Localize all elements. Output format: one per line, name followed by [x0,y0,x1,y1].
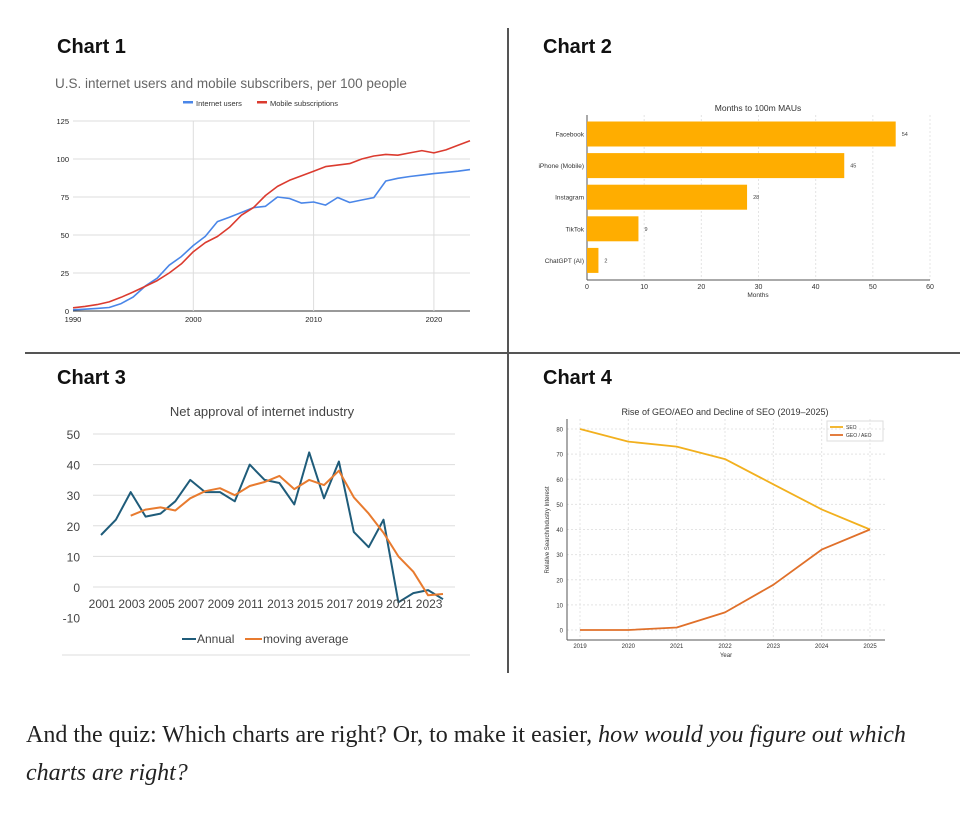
y-tick-label: 70 [556,453,563,459]
chart-4-heading: Chart 4 [543,367,612,389]
legend-label: SEO [846,425,857,431]
y-tick-label: 25 [61,269,69,278]
series-line-0 [100,451,444,604]
chart3-title: Net approval of internet industry [170,404,355,419]
value-label: 54 [902,132,908,138]
category-label: Instagram [555,195,584,202]
legend-mobile-subscriptions: Mobile subscriptions [270,99,338,108]
y-tick-label: 50 [556,503,563,509]
x-tick-label: 2020 [622,644,636,650]
series-line-0 [579,428,871,531]
series-line-1 [130,469,444,597]
x-tick-label: 2021 [670,644,684,650]
chart2-title: Months to 100m MAUs [715,103,801,113]
x-tick-label: 2015 [297,597,324,611]
chart-1-heading: Chart 1 [57,36,126,58]
category-label: TikTok [565,226,584,233]
y-tick-label: 75 [61,193,69,202]
y-tick-label: 125 [56,117,69,126]
quiz-text: And the quiz: Which charts are right? Or… [26,716,956,792]
bar-2 [587,184,748,210]
legend-internet-users: Internet users [196,99,242,108]
bar-0 [587,121,896,147]
series-line-1 [72,140,471,309]
legend-swatch-mobile [257,101,267,104]
x-tick-label: 0 [585,284,589,291]
bar-1 [587,153,845,179]
y-tick-label: 0 [560,629,564,635]
x-tick-label: 2021 [386,597,413,611]
value-label: 9 [644,227,647,233]
value-label: 45 [850,164,856,170]
category-label: Facebook [555,132,584,139]
x-tick-label: 2007 [178,597,205,611]
legend-annual: Annual [197,632,234,646]
y-tick-label: 10 [556,603,563,609]
x-tick-label: 2019 [573,644,587,650]
y-tick-label: 20 [556,578,563,584]
category-label: iPhone (Mobile) [538,163,584,170]
y-tick-label: 40 [67,459,81,473]
chart-2-heading: Chart 2 [543,36,612,58]
x-tick-label: 30 [755,284,763,291]
x-tick-label: 2025 [863,644,877,650]
quiz-text-italic: how would you figure out which charts ar… [26,722,906,786]
y-tick-label: 20 [67,520,81,534]
x-tick-label: 2009 [208,597,235,611]
chart1-title: U.S. internet users and mobile subscribe… [55,76,407,91]
charts-canvas: U.S. internet users and mobile subscribe… [55,76,934,659]
y-tick-label: 0 [73,581,80,595]
y-tick-label: 100 [56,155,69,164]
x-tick-label: 10 [640,284,648,291]
y-tick-label: 50 [61,231,69,240]
y-tick-label: 10 [67,550,81,564]
x-tick-label: 60 [926,284,934,291]
legend-swatch-internet [183,101,193,104]
horizontal-divider [25,352,960,354]
legend-moving-average: moving average [263,632,349,646]
bar-4 [587,247,599,273]
y-tick-label: 30 [556,553,563,559]
x-tick-label: 2013 [267,597,294,611]
x-tick-label: 2017 [327,597,354,611]
y-tick-label: 0 [65,307,69,316]
x-tick-label: 2000 [185,315,202,324]
x-tick-label: 20 [697,284,705,291]
y-tick-label: -10 [63,612,81,626]
x-tick-label: 2024 [815,644,829,650]
series-line-1 [580,528,871,631]
y-tick-label: 50 [67,428,81,442]
x-tick-label: 2019 [356,597,383,611]
category-label: ChatGPT (AI) [545,258,584,265]
y-tick-label: 30 [67,489,81,503]
quiz-text-plain: And the quiz: Which charts are right? Or… [26,722,599,748]
y-tick-label: 40 [556,528,563,534]
y-tick-label: 80 [556,428,563,434]
x-tick-label: 2011 [238,597,264,611]
vertical-divider [507,28,509,673]
x-tick-label: 2001 [89,597,116,611]
chart4-title: Rise of GEO/AEO and Decline of SEO (2019… [621,407,828,417]
x-tick-label: 2005 [148,597,175,611]
value-label: 28 [753,195,759,201]
series-line-0 [72,168,471,311]
x-tick-label: 2010 [305,315,322,324]
legend-label: GEO / AEO [846,433,872,439]
legend-box [826,420,884,442]
x-tick-label: 2022 [718,644,732,650]
y-axis-label: Relative Search/Industry Interest [545,486,551,573]
x-tick-label: 1990 [65,315,82,324]
x-tick-label: 50 [869,284,877,291]
x-tick-label: 2023 [767,644,781,650]
value-label: 2 [604,258,607,264]
chart-3-heading: Chart 3 [57,367,126,389]
x-tick-label: 40 [812,284,820,291]
y-tick-label: 60 [556,478,563,484]
x-axis-label: Months [747,292,769,299]
x-tick-label: 2020 [426,315,443,324]
x-tick-label: 2003 [118,597,145,611]
bar-3 [587,216,639,242]
x-tick-label: 2023 [416,597,443,611]
x-axis-label: Year [720,653,732,659]
